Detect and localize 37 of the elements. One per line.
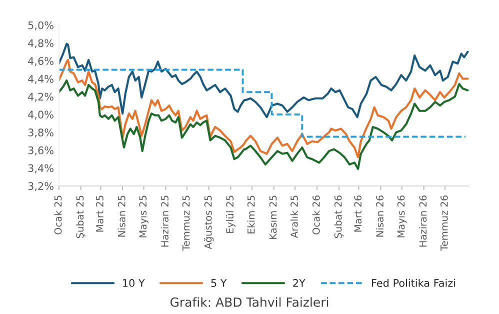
x-tick-label: Kasım 25 <box>269 196 277 239</box>
x-tick-label: Nisan 25 <box>118 196 126 237</box>
legend-label: 2Y <box>293 279 306 287</box>
x-tick-label: Temmuz 26 <box>440 196 448 251</box>
x-tick-label: Mayıs 25 <box>139 196 148 238</box>
x-tick-label: Şubat 26 <box>334 196 344 238</box>
y-tick-label: 4,2% <box>28 92 54 102</box>
line-series <box>58 42 469 118</box>
x-tick-label: Ocak 26 <box>312 196 320 234</box>
x-tick-label: Ocak 25 <box>54 196 62 234</box>
x-tick-label: Mart 25 <box>96 196 104 232</box>
y-tick-label: 4,4% <box>28 74 54 84</box>
y-tick-label: 3,2% <box>28 182 54 192</box>
legend-label: Fed Politika Faizi <box>372 278 456 287</box>
y-tick-label: 4,0% <box>28 110 54 120</box>
y-tick-label: 3,8% <box>28 128 54 138</box>
x-tick-label: Haziran 25 <box>160 196 168 247</box>
x-tick-label: Temmuz 25 <box>182 196 190 251</box>
y-tick-label: 4,6% <box>28 57 54 66</box>
x-tick-label: Şubat 25 <box>76 196 86 238</box>
x-tick-label: Ağustos 25 <box>204 196 214 250</box>
line-series <box>58 58 469 158</box>
legend-label: 10 Y <box>123 279 145 287</box>
y-tick-label: 3,4% <box>28 164 54 174</box>
y-tick-label: 4,8% <box>28 39 54 48</box>
x-tick-label: Aralık 25 <box>290 196 298 238</box>
legend-label: 5 Y <box>211 279 227 287</box>
line-series <box>58 79 469 170</box>
x-tick-label: Eylül 25 <box>226 196 236 233</box>
y-tick-label: 3,6% <box>28 146 54 156</box>
x-tick-label: Mayıs 26 <box>397 196 407 238</box>
y-tick-label: 5,0% <box>28 21 54 30</box>
text: Grafik: ABD Tahvil Faizleri <box>170 297 328 307</box>
x-tick-label: Haziran 26 <box>419 196 427 247</box>
x-tick-label: Nisan 26 <box>376 196 384 237</box>
x-tick-label: Mart 26 <box>354 196 362 232</box>
x-tick-label: Ekim 25 <box>247 196 255 234</box>
